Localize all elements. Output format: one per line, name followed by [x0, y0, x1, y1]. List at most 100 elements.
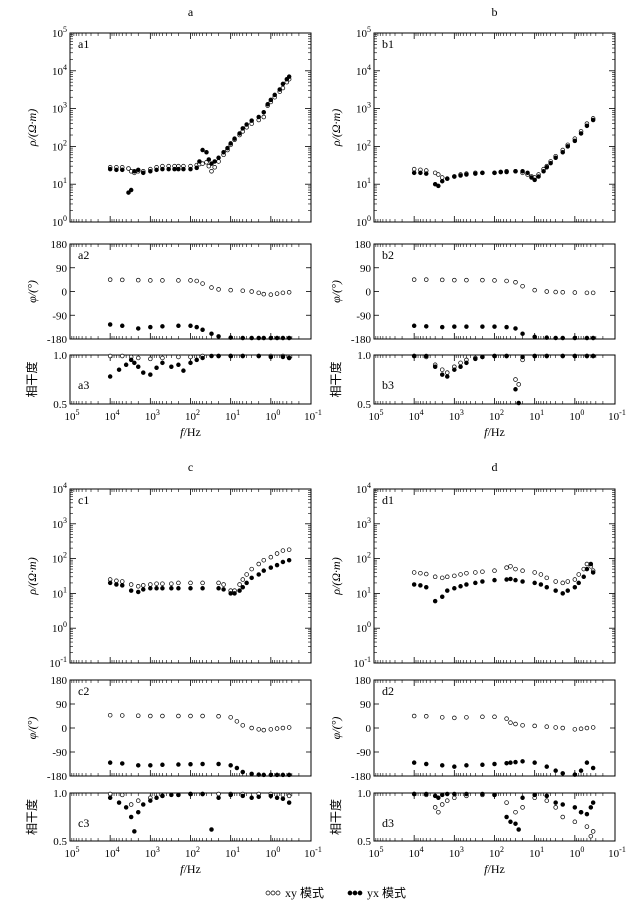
data-point-yx [200, 147, 205, 153]
data-point-yx [141, 370, 146, 375]
x-tick-label: 102 [185, 408, 200, 423]
data-point-yx [256, 335, 261, 341]
data-point-xy [200, 580, 205, 586]
data-point-xy [492, 568, 497, 573]
data-point-xy [261, 114, 267, 120]
data-point-yx [261, 335, 267, 341]
data-point-yx [513, 387, 518, 392]
y-tick-label: 101 [52, 585, 67, 600]
data-point-yx [544, 793, 550, 799]
data-point-yx [256, 772, 261, 777]
data-point-yx [532, 792, 537, 798]
data-point-xy [520, 723, 525, 728]
data-point-yx [590, 765, 596, 771]
data-point-yx [120, 167, 125, 173]
x-axis-label: f/Hz [484, 862, 505, 876]
data-point-yx [148, 372, 153, 377]
data-point-yx [160, 360, 165, 366]
data-point-xy [590, 290, 596, 296]
data-point-xy [216, 791, 221, 797]
data-point-yx [532, 353, 537, 359]
data-point-yx [261, 110, 267, 115]
data-point-yx [200, 761, 205, 767]
data-point-yx [560, 353, 565, 359]
data-point-xy [513, 377, 518, 382]
data-point-yx [464, 582, 469, 587]
data-point-xy [538, 572, 544, 577]
data-point-yx [576, 580, 581, 586]
data-point-yx [424, 324, 429, 329]
y-axis-label: 相干度 [328, 361, 343, 397]
y-tick-label: 100 [356, 214, 371, 229]
data-point-yx [188, 791, 193, 797]
y-tick-label: 104 [52, 63, 67, 78]
data-point-yx [418, 170, 423, 176]
data-point-xy [256, 290, 261, 296]
data-point-xy [135, 584, 141, 589]
y-tick-label: 1.0 [53, 350, 67, 362]
subplot-label: b2 [382, 248, 394, 262]
x-tick-label: 103 [145, 408, 160, 423]
data-point-yx [280, 354, 286, 360]
x-tick-label: 105 [65, 408, 80, 423]
data-point-xy [148, 278, 153, 283]
data-point-yx [439, 792, 445, 798]
data-point-yx [578, 768, 584, 773]
data-point-yx [439, 178, 445, 184]
data-point-yx [513, 326, 518, 331]
data-point-xy [572, 290, 578, 295]
subplot-label: c1 [78, 493, 89, 507]
data-point-yx [584, 811, 590, 817]
subplot-label: d2 [382, 684, 394, 698]
data-point-yx [265, 102, 270, 107]
y-tick-label: -90 [356, 747, 371, 759]
data-point-yx [244, 580, 249, 586]
data-point-xy [445, 798, 450, 803]
data-point-xy [135, 798, 141, 803]
data-point-xy [516, 382, 521, 387]
data-point-yx [135, 763, 141, 768]
plot-frame [373, 679, 616, 777]
data-point-xy [256, 727, 261, 732]
data-point-xy [480, 277, 485, 283]
data-point-xy [120, 579, 125, 584]
data-point-yx [128, 357, 134, 363]
data-point-xy [504, 800, 509, 805]
data-point-yx [128, 187, 134, 193]
data-point-xy [492, 278, 497, 283]
data-point-xy [424, 571, 429, 577]
y-tick-label: 105 [52, 25, 67, 40]
y-tick-label: 102 [52, 551, 67, 566]
data-point-xy [411, 166, 417, 172]
data-point-xy [160, 355, 165, 361]
data-point-yx [480, 324, 485, 329]
data-point-xy [424, 277, 429, 282]
x-tick-label: 104 [105, 845, 120, 860]
data-point-yx [452, 324, 457, 329]
data-point-yx [439, 324, 445, 330]
data-point-yx [452, 764, 457, 769]
data-point-yx [492, 761, 497, 767]
y-tick-label: 0.5 [357, 399, 371, 411]
data-point-yx [572, 805, 578, 810]
y-tick-label: 180 [51, 675, 68, 687]
subplot-label: a3 [78, 378, 89, 392]
data-point-xy [154, 581, 159, 586]
data-point-yx [424, 171, 429, 176]
data-point-yx [590, 117, 596, 123]
y-tick-label: -90 [356, 310, 371, 322]
data-point-xy [439, 575, 445, 581]
data-point-xy [520, 283, 525, 289]
data-point-xy [176, 354, 181, 360]
data-point-yx [135, 167, 141, 173]
data-point-yx [432, 598, 438, 604]
data-point-yx [492, 353, 497, 359]
data-point-yx [548, 160, 553, 166]
data-point-yx [516, 400, 521, 406]
data-point-xy [565, 579, 571, 584]
subplot-label: d1 [382, 493, 394, 507]
data-point-xy [439, 367, 445, 372]
data-point-xy [200, 161, 205, 166]
data-point-yx [135, 589, 141, 595]
